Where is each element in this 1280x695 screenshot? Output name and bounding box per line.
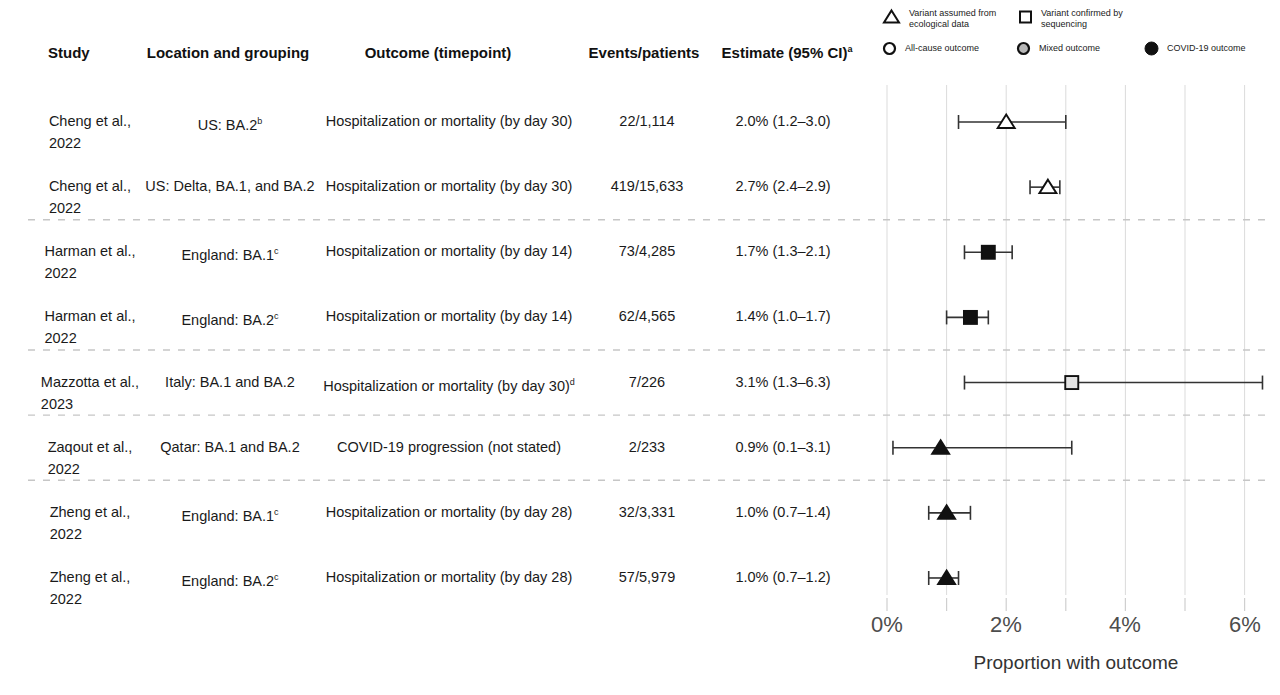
events-cell: 22/1,114	[588, 111, 706, 133]
study-name: Harman et al.,2022	[44, 306, 135, 349]
location-cell: England: BA.1c	[134, 241, 326, 266]
outcome-cell: COVID-19 progression (not stated)	[310, 437, 588, 459]
study-name: Zaqout et al.,2022	[48, 437, 133, 480]
triangle-open-icon	[882, 8, 901, 29]
marker-square	[982, 246, 995, 259]
outcome-cell: Hospitalization or mortality (by day 14)	[310, 241, 588, 263]
events-cell: 2/233	[588, 437, 706, 459]
circle-gray-icon	[1016, 41, 1031, 60]
estimate-cell: 2.0% (1.2–3.0)	[704, 111, 862, 133]
study-name: Cheng et al.,2022	[49, 176, 131, 219]
location-cell: England: BA.2c	[134, 306, 326, 331]
legend-label: Variant confirmed by sequencing	[1041, 8, 1143, 30]
legend-label: Mixed outcome	[1039, 41, 1100, 55]
x-axis-tick-label: 4%	[1080, 612, 1170, 638]
legend-item-variant-confirmed: Variant confirmed by sequencing	[1018, 8, 1143, 30]
marker-square	[964, 311, 977, 324]
location-cell: Qatar: BA.1 and BA.2	[134, 437, 326, 459]
x-axis-tick-label: 6%	[1200, 612, 1280, 638]
events-cell: 32/3,331	[588, 502, 706, 524]
legend-label: All-cause outcome	[905, 41, 979, 55]
estimate-cell: 1.7% (1.3–2.1)	[704, 241, 862, 263]
location-cell: US: BA.2b	[134, 111, 326, 136]
x-axis-tick-label: 2%	[961, 612, 1051, 638]
legend-item-all-cause: All-cause outcome	[882, 41, 979, 60]
estimate-cell: 0.9% (0.1–3.1)	[704, 437, 862, 459]
outcome-cell: Hospitalization or mortality (by day 14)	[310, 306, 588, 328]
study-name: Harman et al.,2022	[44, 241, 135, 284]
outcome-cell: Hospitalization or mortality (by day 30)…	[310, 372, 588, 397]
estimate-cell: 1.4% (1.0–1.7)	[704, 306, 862, 328]
location-cell: England: BA.1c	[134, 502, 326, 527]
estimate-cell: 1.0% (0.7–1.2)	[704, 567, 862, 589]
marker-square	[1065, 376, 1078, 389]
outcome-cell: Hospitalization or mortality (by day 30)	[310, 176, 588, 198]
legend-item-covid19: COVID-19 outcome	[1144, 41, 1246, 60]
legend-label: COVID-19 outcome	[1167, 41, 1246, 55]
location-cell: US: Delta, BA.1, and BA.2	[134, 176, 326, 198]
plot-legend: Variant assumed from ecological data Var…	[0, 0, 1280, 70]
outcome-cell: Hospitalization or mortality (by day 28)	[310, 502, 588, 524]
estimate-cell: 3.1% (1.3–6.3)	[704, 372, 862, 394]
circle-open-icon	[882, 41, 897, 60]
outcome-cell: Hospitalization or mortality (by day 28)	[310, 567, 588, 589]
square-open-icon	[1018, 8, 1033, 29]
location-cell: Italy: BA.1 and BA.2	[134, 372, 326, 394]
x-axis-title: Proportion with outcome	[946, 652, 1206, 674]
study-name: Zheng et al.,2022	[50, 567, 131, 610]
estimate-cell: 2.7% (2.4–2.9)	[704, 176, 862, 198]
estimate-cell: 1.0% (0.7–1.4)	[704, 502, 862, 524]
study-name: Zheng et al.,2022	[50, 502, 131, 545]
location-cell: England: BA.2c	[134, 567, 326, 592]
study-name: Cheng et al.,2022	[49, 111, 131, 154]
events-cell: 419/15,633	[588, 176, 706, 198]
outcome-cell: Hospitalization or mortality (by day 30)	[310, 111, 588, 133]
legend-item-variant-assumed: Variant assumed from ecological data	[882, 8, 1011, 30]
events-cell: 57/5,979	[588, 567, 706, 589]
legend-item-mixed: Mixed outcome	[1016, 41, 1100, 60]
circle-black-icon	[1144, 41, 1159, 60]
x-axis-tick-label: 0%	[842, 612, 932, 638]
legend-label: Variant assumed from ecological data	[909, 8, 1011, 30]
forest-plot-figure: Study Location and grouping Outcome (tim…	[0, 0, 1280, 695]
events-cell: 7/226	[588, 372, 706, 394]
study-name: Mazzotta et al.,2023	[41, 372, 139, 415]
events-cell: 62/4,565	[588, 306, 706, 328]
events-cell: 73/4,285	[588, 241, 706, 263]
